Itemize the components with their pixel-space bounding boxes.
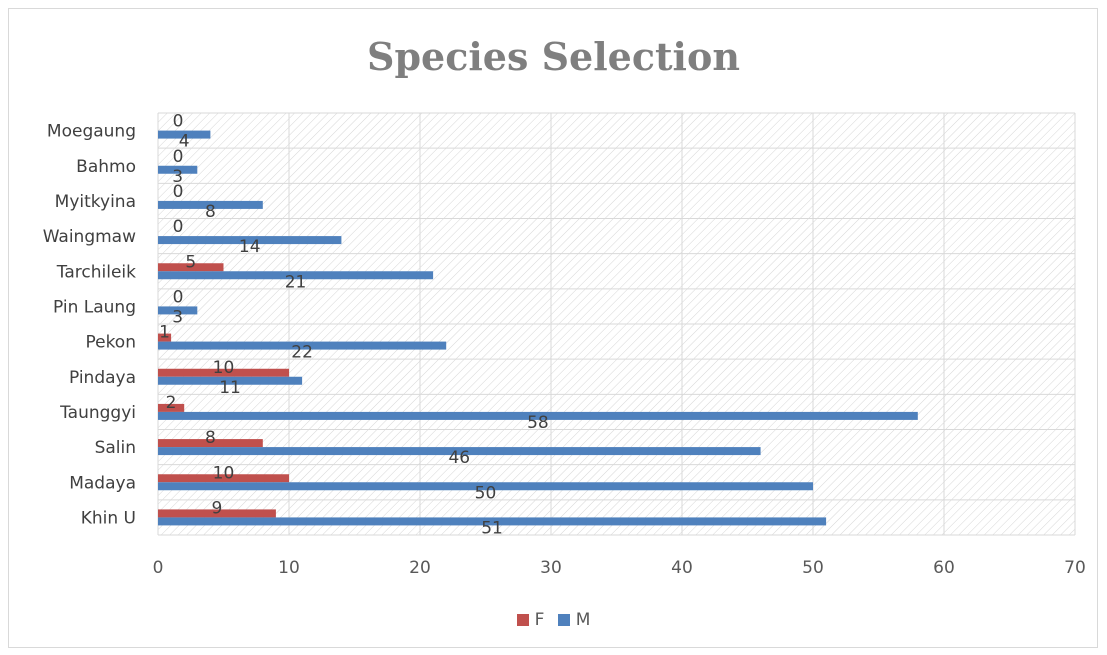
category-label: Madaya — [69, 473, 136, 493]
x-tick-label: 10 — [278, 558, 300, 578]
category-label: Pin Laung — [53, 297, 136, 317]
data-label-m: 3 — [172, 307, 183, 327]
data-label-m: 14 — [239, 237, 261, 257]
gridlines — [157, 112, 1076, 536]
x-tick-label: 70 — [1064, 558, 1086, 578]
x-tick-label: 30 — [540, 558, 562, 578]
x-tick-label: 60 — [933, 558, 955, 578]
bar-m — [158, 236, 342, 245]
data-label-m: 4 — [179, 132, 190, 152]
data-label-f: 2 — [166, 393, 177, 413]
bar-f — [158, 509, 276, 518]
data-label-m: 50 — [475, 483, 497, 503]
bars — [158, 130, 918, 526]
x-tick-label: 0 — [153, 558, 164, 578]
bar-m — [158, 341, 447, 350]
category-label: Pindaya — [69, 368, 136, 388]
data-label-f: 1 — [159, 323, 170, 343]
chart-title: Species Selection — [367, 34, 740, 79]
category-label: Moegaung — [47, 122, 136, 142]
category-label: Taunggyi — [59, 403, 136, 423]
legend-label-m: M — [575, 610, 591, 630]
legend-item-f: F — [516, 610, 545, 630]
x-tick-labels: 0 10 20 30 40 50 60 70 — [153, 558, 1086, 578]
x-tick-label: 50 — [802, 558, 824, 578]
bar-f — [158, 263, 224, 272]
data-label-m: 3 — [172, 167, 183, 187]
legend: F M — [0, 610, 1107, 631]
bar-m — [158, 411, 918, 420]
bar-f — [158, 368, 289, 377]
legend-swatch-m — [557, 614, 570, 626]
data-label-f: 0 — [173, 182, 184, 202]
data-label-f: 5 — [185, 252, 196, 272]
bar-m — [158, 200, 263, 209]
category-label: Waingmaw — [43, 227, 136, 247]
bar-f — [158, 474, 289, 483]
data-label-m: 21 — [285, 272, 307, 292]
bar-m — [158, 447, 761, 456]
bar-m — [158, 517, 827, 526]
category-label: Salin — [95, 438, 136, 458]
data-label-f: 0 — [173, 217, 184, 237]
bar-m — [158, 271, 434, 280]
data-label-f: 10 — [213, 358, 235, 378]
bar-f — [158, 333, 172, 342]
data-label-m: 51 — [481, 518, 503, 538]
data-label-m: 46 — [448, 448, 470, 468]
category-labels: Khin U Madaya Salin Taunggyi Pindaya Pekon Pin… — [43, 122, 136, 529]
legend-item-m: M — [557, 610, 591, 630]
bar-m — [158, 482, 813, 491]
bar-m — [158, 130, 211, 139]
data-label-m: 22 — [291, 343, 313, 363]
bar-m — [158, 165, 198, 174]
bar-f — [158, 403, 185, 412]
x-tick-label: 20 — [409, 558, 431, 578]
legend-label-f: F — [534, 610, 545, 630]
category-label: Pekon — [85, 333, 136, 353]
data-label-m: 11 — [219, 378, 241, 398]
data-label-f: 9 — [212, 498, 223, 518]
data-label-f: 0 — [173, 112, 184, 132]
category-label: Bahmo — [76, 157, 136, 177]
bar-m — [158, 376, 303, 385]
data-label-f: 10 — [213, 463, 235, 483]
x-tick-label: 40 — [671, 558, 693, 578]
category-label: Myitkyina — [55, 192, 136, 212]
data-label-f: 8 — [205, 428, 216, 448]
data-label-m: 58 — [527, 413, 549, 433]
data-label-m: 8 — [205, 202, 216, 222]
data-label-f: 0 — [173, 147, 184, 167]
legend-swatch-f — [516, 614, 529, 626]
bar-f — [158, 439, 263, 448]
category-label: Tarchileik — [56, 262, 136, 282]
data-label-f: 0 — [173, 287, 184, 307]
category-label: Khin U — [81, 508, 136, 528]
bar-m — [158, 306, 198, 315]
